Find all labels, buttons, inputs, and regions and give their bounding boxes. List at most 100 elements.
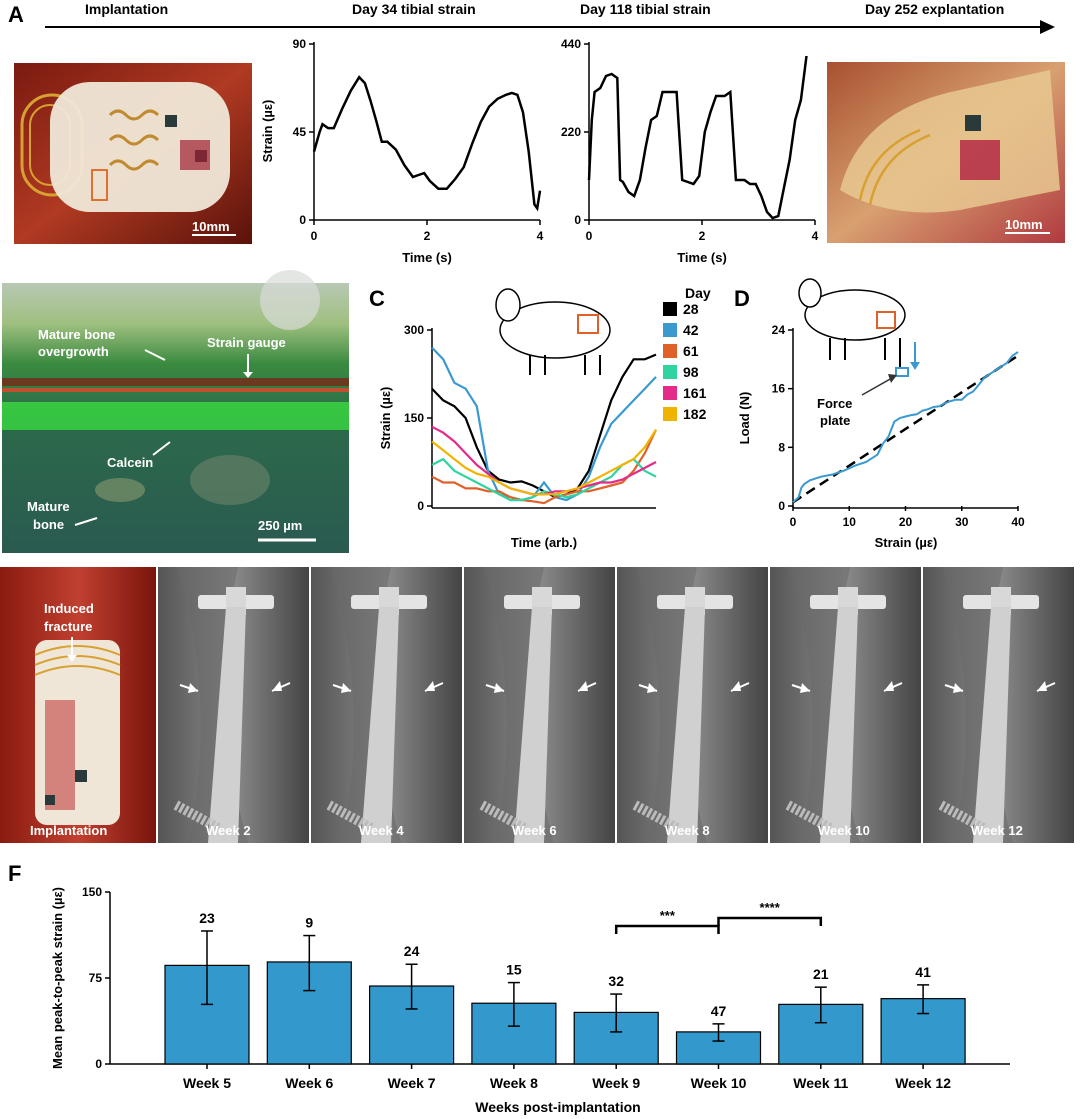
histology-image: Mature bone overgrowth Strain gauge Calc… [2, 270, 349, 553]
xray-frame: Week 2 [158, 567, 309, 843]
x-tick-label: 30 [955, 515, 969, 529]
sheep-xlabel: Time (arb.) [511, 535, 577, 550]
category-label: Week 12 [895, 1075, 951, 1091]
x-tick-label: 0 [790, 515, 797, 529]
frame-label-implantation: Implantation [30, 823, 107, 838]
category-label: Week 6 [285, 1075, 333, 1091]
panel-c-label: C [369, 286, 385, 311]
chart-sheep-days: 0 150 300 Time (arb.) Strain (µε) Day 28 42… [378, 285, 711, 550]
induced-fracture-1: Induced [44, 601, 94, 616]
day34-ylabel: Strain (µε) [260, 100, 275, 163]
chart-day118: 0 220 440 0 2 4 Time (s) [561, 37, 819, 265]
legend-label: 42 [683, 322, 699, 338]
frame-label: Week 12 [971, 823, 1023, 838]
fracture-photo: Induced fracture Implantation [0, 567, 156, 843]
n-label: 41 [915, 964, 931, 980]
x-tick-label: 4 [537, 229, 544, 243]
y-tick-label: 220 [561, 125, 581, 139]
xray-series: Week 2 Week 4 Week 6 Week 8 Week 10 Week 12 [158, 567, 1074, 843]
y-tick-label: 16 [772, 382, 786, 396]
n-label: 47 [711, 1003, 727, 1019]
xray-frame: Week 10 [770, 567, 921, 843]
label-mature-overgrowth-2: overgrowth [38, 344, 109, 359]
y-tick-label: 90 [293, 37, 307, 51]
significance-label: **** [760, 900, 781, 915]
xray-frame: Week 12 [923, 567, 1074, 843]
legend-label: 61 [683, 343, 699, 359]
xray-frame: Week 6 [464, 567, 615, 843]
label-mature-overgrowth-1: Mature bone [38, 327, 115, 342]
frame-label: Week 2 [206, 823, 251, 838]
timeline-implantation: Implantation [85, 1, 168, 17]
panel-d-label: D [734, 286, 750, 311]
category-label: Week 8 [490, 1075, 538, 1091]
y-tick-label: 0 [95, 1057, 102, 1071]
y-tick-label: 75 [89, 971, 103, 985]
panel-a-label: A [8, 2, 24, 27]
legend-swatch [663, 344, 677, 358]
n-label: 23 [199, 910, 215, 926]
x-tick-label: 4 [812, 229, 819, 243]
day118-xlabel: Time (s) [677, 250, 727, 265]
y-tick-label: 0 [299, 213, 306, 227]
induced-fracture-2: fracture [44, 619, 92, 634]
chart-day34: 0 45 90 0 2 4 Time (s) Strain (µε) [260, 37, 544, 265]
timeline-day118: Day 118 tibial strain [580, 1, 711, 17]
xray-frame: Week 8 [617, 567, 768, 843]
category-label: Week 7 [388, 1075, 436, 1091]
y-tick-label: 24 [772, 323, 786, 337]
y-tick-label: 150 [82, 885, 102, 899]
category-label: Week 9 [592, 1075, 640, 1091]
series-day-182 [431, 429, 657, 496]
legend-swatch [663, 365, 677, 379]
label-strain-gauge: Strain gauge [207, 335, 286, 350]
x-tick-label: 10 [843, 515, 857, 529]
load-xlabel: Strain (µε) [875, 535, 938, 550]
x-tick-label: 2 [424, 229, 431, 243]
y-tick-label: 0 [778, 499, 785, 513]
y-tick-label: 300 [404, 323, 424, 337]
n-label: 15 [506, 962, 522, 978]
timeline-arrow [45, 20, 1055, 34]
frame-label: Week 10 [818, 823, 870, 838]
n-label: 9 [305, 915, 313, 931]
label-calcein: Calcein [107, 455, 153, 470]
x-tick-label: 40 [1011, 515, 1025, 529]
y-tick-label: 45 [293, 125, 307, 139]
y-tick-label: 440 [561, 37, 581, 51]
day34-strain-line [312, 75, 542, 212]
y-tick-label: 0 [574, 213, 581, 227]
frame-label: Week 6 [512, 823, 557, 838]
timeline-day34: Day 34 tibial strain [352, 1, 476, 17]
scalebar-histology: 250 µm [258, 518, 302, 533]
series-day-98 [431, 457, 657, 502]
legend-swatch [663, 407, 677, 421]
explantation-photo: 10mm [827, 62, 1065, 243]
legend-label: 182 [683, 406, 707, 422]
panel-f-label: F [8, 861, 21, 886]
n-label: 24 [404, 943, 420, 959]
sheep-illustration-c [495, 288, 611, 375]
force-plate-label-1: Force [817, 396, 852, 411]
category-label: Week 5 [183, 1075, 231, 1091]
category-label: Week 11 [793, 1075, 848, 1091]
implantation-photo: 10mm [14, 63, 252, 244]
legend-label: 98 [683, 364, 699, 380]
label-mature-bone-1: Mature [27, 499, 70, 514]
linear-fit-line [792, 354, 1019, 504]
legend-label: 161 [683, 385, 707, 401]
category-label: Week 10 [691, 1075, 747, 1091]
day118-strain-line [587, 55, 808, 220]
legend-swatch [663, 302, 677, 316]
y-tick-label: 150 [404, 411, 424, 425]
load-ylabel: Load (N) [737, 392, 752, 445]
legend-swatch [663, 386, 677, 400]
label-mature-bone-2: bone [33, 517, 64, 532]
sheep-ylabel: Strain (µε) [378, 387, 393, 450]
x-tick-label: 0 [586, 229, 593, 243]
legend-swatch [663, 323, 677, 337]
x-tick-label: 20 [899, 515, 913, 529]
y-tick-label: 8 [778, 440, 785, 454]
frame-label: Week 8 [665, 823, 710, 838]
peak-ylabel: Mean peak-to-peak strain (µε) [50, 887, 65, 1069]
